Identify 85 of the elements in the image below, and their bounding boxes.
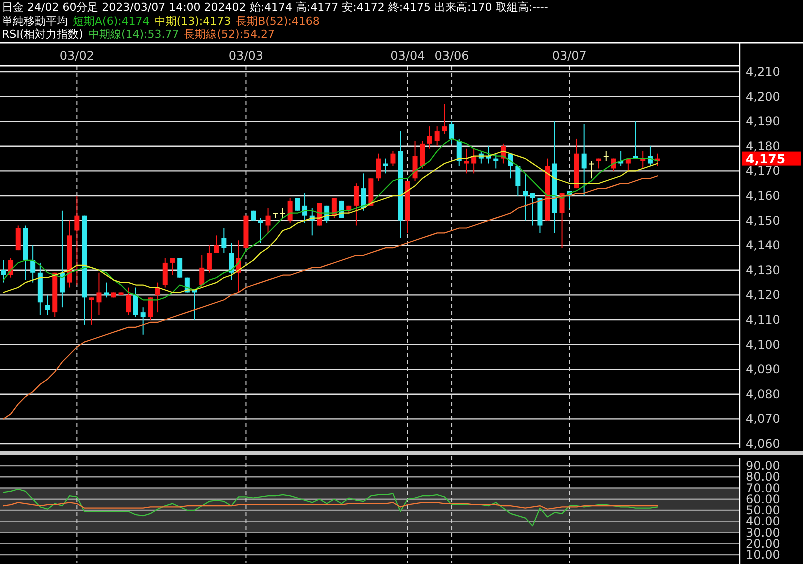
candlestick [456, 138, 462, 167]
text: 長期B(52):4168 [236, 15, 320, 28]
candlestick [200, 255, 205, 288]
candlestick [376, 153, 382, 182]
candlestick [420, 140, 426, 170]
y-tick-label: 4,160 [746, 189, 780, 203]
candlestick [148, 297, 154, 320]
candlestick [126, 287, 132, 316]
y-tick-label: 4,210 [746, 65, 780, 79]
candlestick [178, 258, 183, 278]
candlestick [604, 150, 609, 162]
x-tick-label: 03/06 [434, 49, 470, 63]
y-tick-label: 4,190 [746, 114, 780, 129]
candlestick [523, 173, 528, 222]
candlestick [30, 245, 36, 284]
candlestick [170, 258, 176, 276]
candlestick [104, 282, 110, 298]
y-tick-label: 4,200 [746, 90, 780, 104]
candlestick [494, 153, 499, 170]
candlestick [589, 160, 594, 180]
candlestick [427, 126, 432, 150]
candlestick [74, 196, 80, 286]
y-tick-label: 4,140 [746, 238, 780, 253]
candlestick [133, 287, 138, 318]
candlestick [206, 245, 212, 274]
candlestick [45, 294, 50, 316]
candlestick [89, 297, 94, 326]
legend-title: 単純移動平均 [2, 15, 68, 28]
candlestick [450, 121, 455, 144]
y-tick-label: 4,060 [746, 437, 780, 451]
candlestick [302, 193, 308, 224]
y-tick-label: 4,150 [746, 214, 780, 228]
y-tick-label: 10.00 [746, 548, 780, 562]
candlestick [412, 140, 418, 182]
text: 短期A(6):4174 [73, 15, 150, 28]
candlestick [1, 260, 6, 284]
candlestick [464, 148, 470, 174]
x-tick-label: 03/03 [228, 49, 264, 63]
candlestick [530, 193, 536, 226]
candlestick [214, 235, 220, 254]
candlestick [361, 173, 366, 212]
line-series [3, 176, 658, 420]
x-tick-label: 03/04 [390, 49, 426, 63]
candlestick [140, 307, 146, 336]
candlestick [280, 208, 286, 219]
text: 中期線(14):53.77 [88, 28, 180, 41]
candlestick [332, 198, 337, 219]
candlestick [258, 218, 264, 244]
candlestick [390, 150, 396, 167]
candlestick [295, 198, 300, 212]
x-tick-label: 03/07 [552, 49, 587, 63]
line-series [3, 488, 658, 527]
candlestick [582, 124, 587, 196]
candlestick [516, 166, 521, 196]
y-tick-label: 4,120 [746, 288, 780, 302]
y-tick-label: 4,100 [746, 338, 780, 352]
text: 長期線(52):54.27 [184, 28, 276, 41]
x-tick-label: 03/02 [60, 49, 94, 63]
text: 4,175 [746, 151, 786, 166]
candlestick [16, 225, 21, 252]
text: 中期(13):4173 [154, 15, 232, 28]
candlestick [472, 148, 477, 174]
y-tick-label: 50.00 [746, 504, 780, 518]
y-tick-label: 90.00 [746, 459, 780, 473]
y-tick-label: 4,130 [746, 263, 780, 278]
legend-title: RSI(相対力指数) [2, 28, 84, 41]
candlestick [8, 258, 14, 278]
candlestick [162, 258, 168, 288]
line-series [3, 502, 658, 510]
y-tick-label: 4,170 [746, 164, 780, 178]
y-tick-label: 4,110 [746, 313, 780, 327]
candlestick [266, 208, 271, 234]
candlestick [486, 146, 492, 164]
y-tick-label: 4,070 [746, 412, 780, 426]
candlestick [354, 183, 359, 226]
candlestick [222, 228, 227, 254]
y-tick-label: 4,080 [746, 387, 780, 402]
chart-title: 日金 24/02 60分足 2023/03/07 14:00 202402 始:4174 高:4177 安:4172 終:4175 出来高:170 取組高:---- [2, 1, 548, 14]
candlestick [434, 126, 440, 147]
candlestick [96, 272, 102, 316]
candlestick [288, 198, 293, 224]
y-tick-label: 4,180 [746, 139, 780, 154]
y-tick-label: 4,090 [746, 362, 780, 377]
candlestick [229, 242, 234, 281]
candlestick [442, 104, 448, 134]
